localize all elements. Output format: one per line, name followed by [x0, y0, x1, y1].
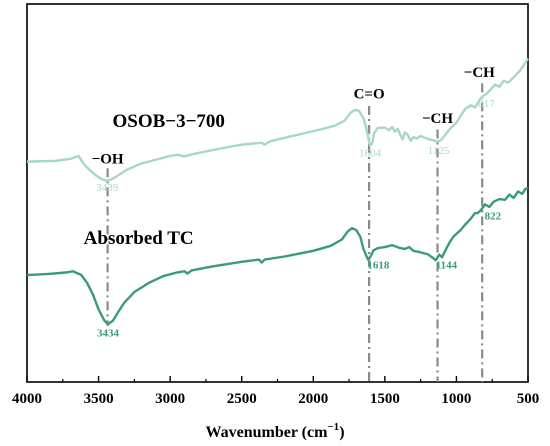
x-tick-label: 3500 — [84, 391, 114, 407]
peak-label: 1618 — [367, 260, 390, 272]
peak-label: 1125 — [428, 145, 450, 157]
peak-label: 822 — [485, 210, 502, 222]
peak-labels: 3439 1604 1125 817 3434 1618 1144 822 — [96, 98, 501, 340]
band-label: −OH — [92, 152, 124, 168]
x-axis-label-superscript: −1 — [327, 421, 339, 433]
x-axis-label: Wavenumber (cm−1) — [205, 421, 344, 441]
band-label: −CH — [422, 111, 453, 127]
peak-label: 817 — [478, 98, 495, 110]
x-tick-label: 3000 — [155, 391, 185, 407]
peak-label: 1604 — [359, 147, 382, 159]
peak-label: 1144 — [436, 260, 458, 272]
band-guides — [106, 83, 484, 382]
x-tick-label: 500 — [517, 391, 540, 407]
band-label: C=O — [354, 87, 385, 103]
x-tick-label: 1500 — [370, 391, 400, 407]
x-tick-label: 1000 — [441, 391, 471, 407]
peak-label: 3434 — [97, 328, 120, 340]
x-axis-label-close: ) — [339, 424, 344, 441]
series-lines — [26, 57, 530, 326]
x-tick-label: 2000 — [298, 391, 328, 407]
peak-label: 3439 — [96, 182, 119, 194]
x-tick-label: 4000 — [12, 391, 42, 407]
series-name-label: Absorbed TC — [84, 228, 194, 249]
series-name-labels: OSOB−3−700 Absorbed TC — [84, 111, 225, 249]
series-line-osob — [26, 57, 530, 183]
x-axis-ticks: 4000 3500 3000 2500 2000 1500 1000 500 — [12, 376, 539, 407]
band-label: −CH — [464, 65, 495, 81]
band-labels: −OH C=O −CH −CH — [92, 65, 496, 168]
x-axis-label-text: Wavenumber (cm — [205, 424, 328, 441]
series-name-label: OSOB−3−700 — [112, 111, 224, 132]
series-line-absorbed — [26, 186, 529, 326]
x-tick-label: 2500 — [227, 391, 257, 407]
